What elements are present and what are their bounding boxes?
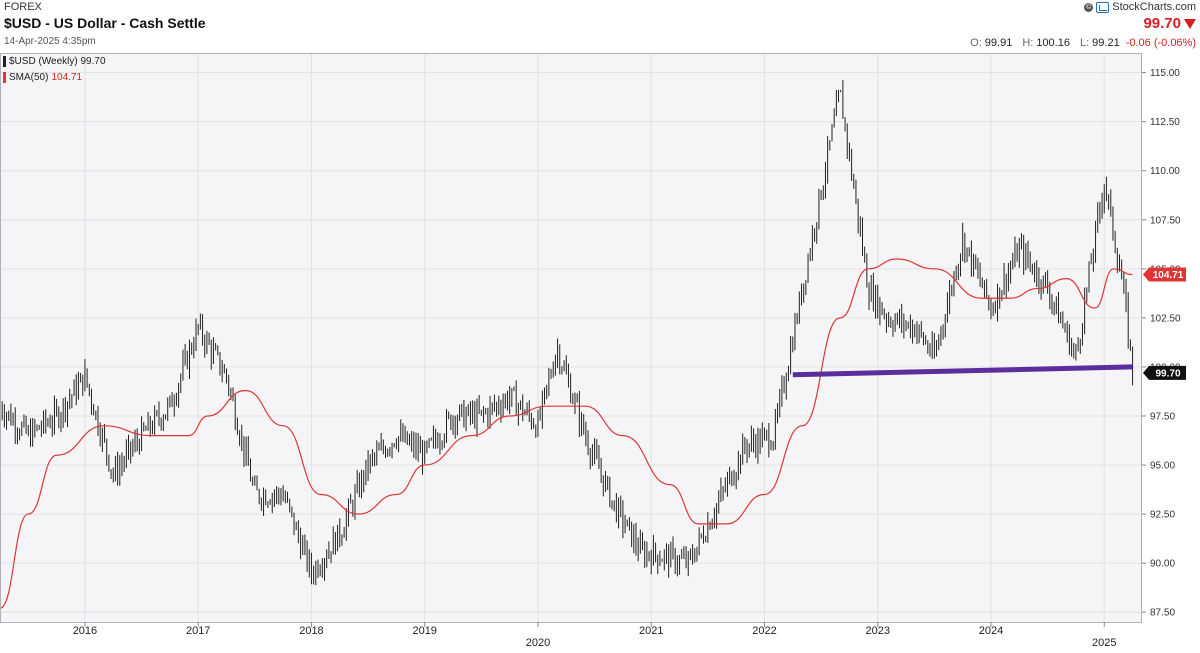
plot-border <box>0 53 1142 623</box>
chart-title: $USD - US Dollar - Cash Settle <box>4 15 206 31</box>
y-tick-label: 102.50 <box>1150 313 1181 324</box>
market-category: FOREX <box>4 1 42 13</box>
copyright-icon: © <box>1084 2 1094 12</box>
x-tick-label: 2021 <box>639 625 663 637</box>
low-value: 99.21 <box>1092 37 1120 49</box>
price-bars <box>0 79 1134 586</box>
x-tick-label: 2020 <box>526 637 550 649</box>
y-tick-label: 115.00 <box>1150 68 1180 79</box>
y-tick-label: 107.50 <box>1150 215 1181 226</box>
down-arrow-icon <box>1184 18 1196 29</box>
y-tick-label: 90.00 <box>1150 559 1175 570</box>
plot-area <box>0 53 1142 622</box>
support-line <box>792 364 1133 378</box>
open-value: 99.91 <box>984 37 1013 49</box>
x-tick-label: 2022 <box>752 625 776 637</box>
y-tick-label: 97.50 <box>1150 411 1175 422</box>
high-label: H: <box>1022 37 1034 49</box>
y-tick-label: 87.50 <box>1150 608 1175 619</box>
grid <box>0 53 1142 622</box>
y-tick-label: 92.50 <box>1150 510 1175 521</box>
last-price-tag-bg <box>1143 365 1186 380</box>
sma-series-value: 104.71 <box>51 72 83 83</box>
y-axis: 87.5090.0092.5095.0097.50100.00102.50105… <box>1142 68 1181 619</box>
y-tick-label: 95.00 <box>1150 461 1175 472</box>
change-value: -0.06 (-0.06%) <box>1125 37 1196 49</box>
open-label: O: <box>970 37 982 49</box>
brand[interactable]: © StockCharts.com <box>1084 1 1196 13</box>
sma-swatch <box>3 72 6 83</box>
x-tick-label: 2016 <box>73 625 97 637</box>
stockcharts-logo-icon <box>1096 1 1110 13</box>
y-tick-label: 112.50 <box>1150 117 1180 128</box>
sma-series-label: SMA(50) <box>9 72 49 83</box>
sma-price-tag-label: 104.71 <box>1153 270 1184 281</box>
sma-price-tag-bg <box>1143 267 1186 282</box>
x-tick-label: 2019 <box>412 625 436 637</box>
x-tick-label: 2023 <box>865 625 889 637</box>
brand-name: StockCharts.com <box>1112 1 1196 13</box>
x-axis: 2016 2017 2018 2019 2020 2021 2022 2023 2024 2025 <box>73 622 1116 649</box>
high-value: 100.16 <box>1036 37 1070 49</box>
x-tick-label: 2018 <box>299 625 323 637</box>
x-tick-label: 2025 <box>1092 637 1116 649</box>
x-tick-label: 2017 <box>186 625 210 637</box>
price-swatch <box>3 56 6 67</box>
ohlc-readout: O: 99.91 H: 100.16 L: 99.21 -0.06 (-0.06… <box>960 37 1196 49</box>
price-series-label: $USD (Weekly) 99.70 <box>9 56 106 67</box>
axis-tags: 104.71 99.70 <box>1143 267 1186 380</box>
last-price-value: 99.70 <box>1143 15 1181 32</box>
last-price: 99.70 <box>1143 15 1196 32</box>
timestamp: 14-Apr-2025 4:35pm <box>4 36 96 47</box>
legend-sma-series[interactable]: SMA(50) 104.71 <box>3 72 82 83</box>
sma-line <box>0 258 1133 609</box>
last-price-tag-label: 99.70 <box>1155 368 1180 379</box>
legend-price-series[interactable]: $USD (Weekly) 99.70 <box>3 56 106 67</box>
y-tick-label: 110.00 <box>1150 166 1180 177</box>
x-tick-label: 2024 <box>979 625 1003 637</box>
low-label: L: <box>1079 37 1090 49</box>
